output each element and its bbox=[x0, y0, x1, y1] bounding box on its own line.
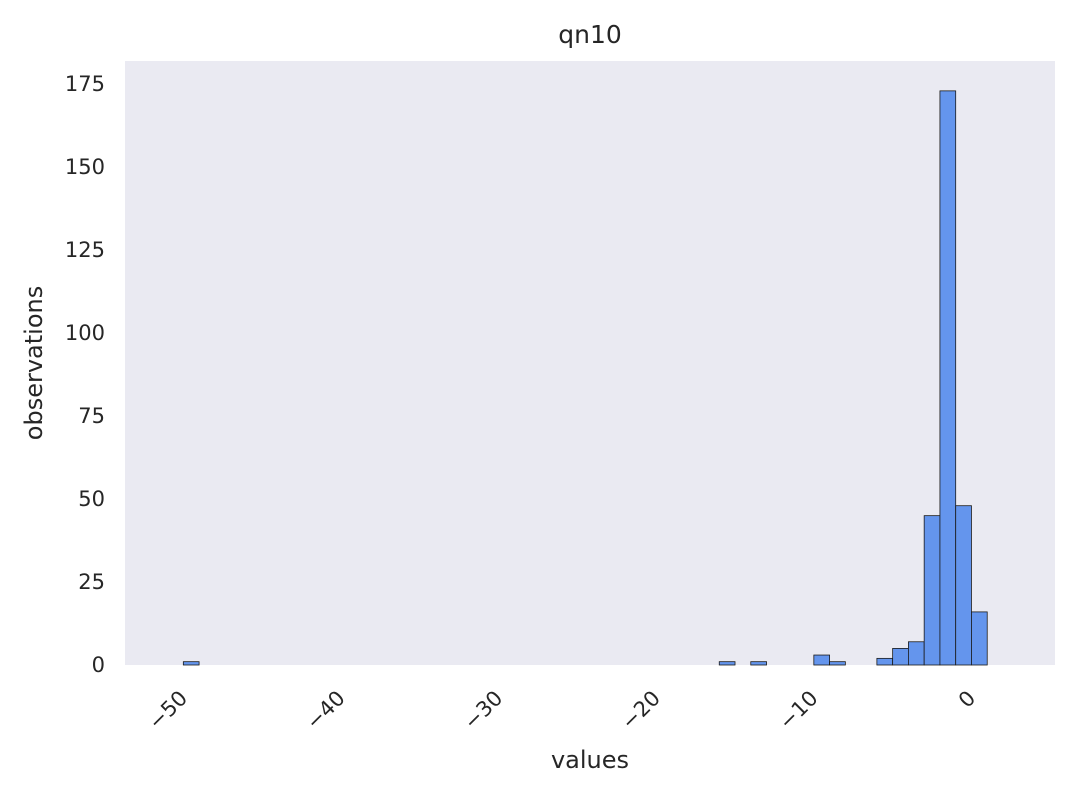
histogram-bar bbox=[892, 648, 909, 666]
y-tick-label: 175 bbox=[65, 72, 105, 96]
x-tick-label: −20 bbox=[617, 686, 665, 734]
x-tick-label: −50 bbox=[144, 686, 192, 734]
y-axis-ticks: 0 25 50 75 100 125 150 175 bbox=[65, 72, 105, 677]
y-tick-label: 50 bbox=[78, 487, 105, 511]
x-axis-ticks: −50 −40 −30 −20 −10 0 bbox=[144, 686, 980, 734]
histogram-bar bbox=[182, 661, 200, 666]
histogram-bar bbox=[923, 515, 941, 666]
y-tick-label: 100 bbox=[65, 321, 105, 345]
y-tick-label: 125 bbox=[65, 238, 105, 262]
x-tick-label: −10 bbox=[774, 686, 822, 734]
x-tick-label: −40 bbox=[301, 686, 349, 734]
histogram-bars bbox=[182, 90, 988, 666]
x-axis-label: values bbox=[551, 746, 629, 774]
plot-area bbox=[125, 61, 1055, 665]
y-tick-label: 25 bbox=[78, 570, 105, 594]
histogram-bar bbox=[829, 661, 846, 666]
histogram-bar bbox=[908, 641, 925, 666]
x-tick-label: 0 bbox=[954, 686, 980, 712]
histogram-bar bbox=[876, 657, 894, 666]
histogram-bar bbox=[813, 654, 830, 666]
histogram-bar bbox=[971, 611, 988, 666]
histogram-bar bbox=[955, 505, 972, 666]
chart-title: qn10 bbox=[558, 20, 622, 49]
histogram-bar bbox=[718, 661, 736, 666]
y-tick-label: 150 bbox=[65, 155, 105, 179]
y-tick-label: 75 bbox=[78, 404, 105, 428]
y-axis-label: observations bbox=[20, 286, 48, 440]
x-tick-label: −30 bbox=[459, 686, 507, 734]
y-tick-label: 0 bbox=[92, 653, 105, 677]
histogram-bar bbox=[939, 90, 957, 666]
histogram-bar bbox=[750, 661, 767, 666]
